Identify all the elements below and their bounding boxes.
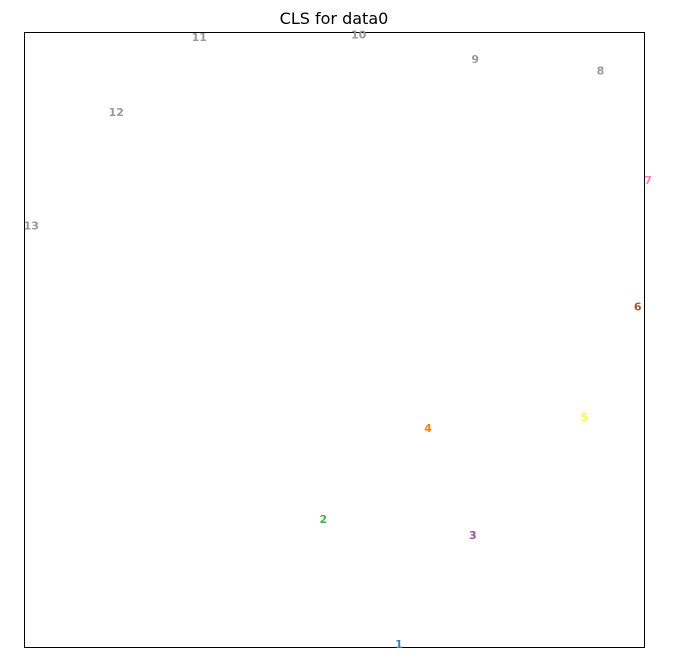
point-label-7: 7 [644, 174, 652, 187]
point-label-11: 11 [192, 31, 207, 44]
point-label-9: 9 [471, 53, 479, 66]
axes-frame [24, 32, 645, 648]
point-label-13: 13 [24, 220, 39, 233]
point-label-2: 2 [319, 513, 327, 526]
point-label-10: 10 [351, 29, 367, 42]
chart-title: CLS for data0 [280, 9, 389, 28]
point-label-5: 5 [581, 411, 589, 424]
point-label-6: 6 [634, 300, 642, 313]
point-label-1: 1 [395, 638, 403, 651]
point-label-12: 12 [109, 106, 124, 119]
point-label-8: 8 [597, 65, 605, 78]
point-label-3: 3 [469, 529, 477, 542]
point-label-4: 4 [424, 422, 432, 435]
